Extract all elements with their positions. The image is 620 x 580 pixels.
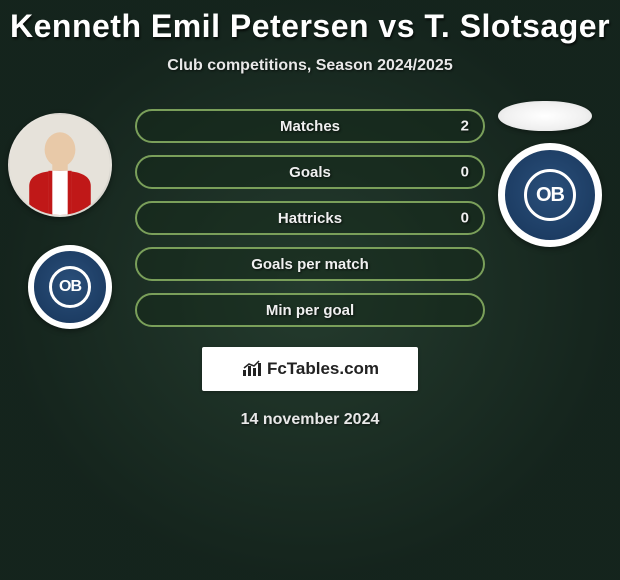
- club-badge-text-left: OB: [49, 266, 91, 308]
- date-text: 14 november 2024: [0, 411, 620, 429]
- club-badge-text-right: OB: [524, 169, 576, 221]
- stat-pill: Goals 0: [135, 155, 485, 189]
- stat-label: Goals per match: [251, 256, 369, 273]
- stat-label: Goals: [289, 164, 331, 181]
- stat-pill: Matches 2: [135, 109, 485, 143]
- stat-pill: Hattricks 0: [135, 201, 485, 235]
- brand-badge: FcTables.com: [202, 347, 418, 391]
- stat-label: Matches: [280, 118, 340, 135]
- player-left-avatar: [8, 113, 112, 217]
- chart-icon: [241, 360, 263, 378]
- stat-value: 0: [461, 164, 469, 181]
- player-right-avatar-placeholder: [498, 101, 592, 131]
- stat-value: 0: [461, 210, 469, 227]
- stat-pill-list: Matches 2 Goals 0 Hattricks 0 Goals per match M…: [135, 103, 485, 327]
- page-title: Kenneth Emil Petersen vs T. Slotsager: [0, 8, 620, 45]
- stat-value: 2: [461, 118, 469, 135]
- stat-pill: Goals per match: [135, 247, 485, 281]
- player-left-club-badge: OB: [28, 245, 112, 329]
- subtitle: Club competitions, Season 2024/2025: [0, 57, 620, 75]
- stat-pill: Min per goal: [135, 293, 485, 327]
- player-right-club-badge: OB: [498, 143, 602, 247]
- stat-label: Min per goal: [266, 302, 354, 319]
- stat-label: Hattricks: [278, 210, 342, 227]
- brand-text: FcTables.com: [267, 359, 379, 379]
- stats-area: OB OB Matches 2 Goals 0 Hattricks 0 Goals per …: [0, 103, 620, 327]
